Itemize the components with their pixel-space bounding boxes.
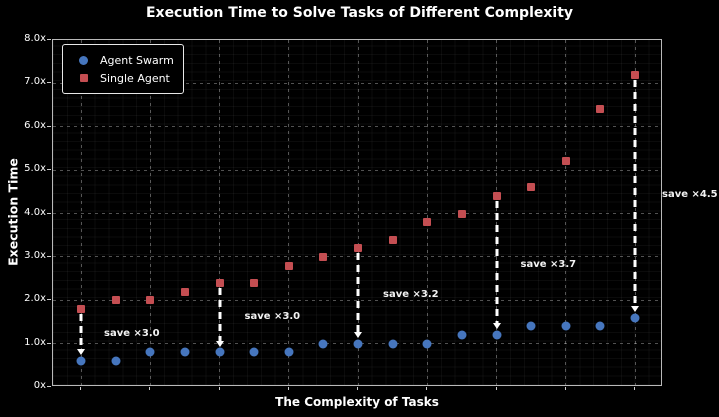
data-point-agent-swarm xyxy=(388,339,398,349)
y-tick-mark xyxy=(47,169,51,171)
data-point-agent-swarm xyxy=(526,321,536,331)
y-tick-label: 3.0x xyxy=(24,249,46,261)
data-point-single-agent xyxy=(457,209,466,218)
data-point-agent-swarm xyxy=(318,339,328,349)
x-tick-mark xyxy=(80,387,81,390)
x-tick-mark xyxy=(149,387,151,390)
legend-item-single-agent: Single Agent xyxy=(63,69,183,87)
legend-label: Single Agent xyxy=(100,71,170,85)
arrow-head-icon xyxy=(631,306,639,313)
arrow-head-icon xyxy=(354,332,362,339)
gridline-vertical xyxy=(149,40,151,385)
gridline-horizontal xyxy=(53,213,661,214)
gridline-vertical xyxy=(426,40,428,385)
y-tick-mark xyxy=(47,39,51,40)
gridline-horizontal xyxy=(53,169,661,171)
data-point-single-agent xyxy=(77,304,85,313)
gridline-horizontal xyxy=(53,82,661,84)
data-point-agent-swarm xyxy=(457,330,467,340)
agent-swarm-marker-icon xyxy=(79,55,88,65)
y-tick-label: 5.0x xyxy=(24,163,46,175)
savings-annotation: save ×3.0 xyxy=(244,310,301,322)
savings-annotation: save ×3.7 xyxy=(520,258,577,270)
chart-title: Execution Time to Solve Tasks of Differe… xyxy=(145,5,574,21)
data-point-single-agent xyxy=(492,192,501,201)
savings-arrow xyxy=(633,79,637,307)
data-point-single-agent xyxy=(596,105,605,114)
arrow-head-icon xyxy=(215,340,224,347)
arrow-head-icon xyxy=(492,323,501,330)
data-point-agent-swarm xyxy=(284,347,294,357)
y-tick-label: 7.0x xyxy=(24,76,46,88)
gridline-vertical xyxy=(80,40,82,385)
data-point-agent-swarm xyxy=(76,356,86,366)
data-point-single-agent xyxy=(284,261,293,270)
legend: Agent Swarm Single Agent xyxy=(62,44,184,94)
gridline-vertical xyxy=(565,40,567,385)
plot-area: Agent Swarm Single Agent xyxy=(52,39,662,386)
data-point-single-agent xyxy=(250,278,259,287)
savings-annotation: save ×4.5 xyxy=(662,189,718,201)
savings-annotation: save ×3.2 xyxy=(383,288,439,300)
data-point-agent-swarm xyxy=(561,321,571,331)
gridline-horizontal xyxy=(53,126,661,128)
data-point-single-agent xyxy=(180,287,189,296)
y-tick-label: 0x xyxy=(33,380,46,391)
x-tick-mark xyxy=(495,387,497,390)
data-point-single-agent xyxy=(146,296,155,305)
y-tick-label: 8.0x xyxy=(24,33,46,44)
data-point-single-agent xyxy=(561,157,570,166)
y-tick-mark xyxy=(47,386,51,387)
gridline-vertical xyxy=(219,40,220,385)
data-point-single-agent xyxy=(111,296,120,305)
x-axis-label: The Complexity of Tasks xyxy=(275,395,439,409)
single-agent-marker-icon xyxy=(79,74,88,82)
x-tick-mark xyxy=(287,387,289,390)
x-tick-mark xyxy=(426,387,428,390)
savings-arrow xyxy=(495,201,498,324)
data-point-single-agent xyxy=(527,183,536,192)
data-point-single-agent xyxy=(631,70,639,79)
y-tick-mark xyxy=(47,125,51,127)
data-point-agent-swarm xyxy=(353,339,363,349)
legend-label: Agent Swarm xyxy=(100,53,174,67)
x-tick-mark xyxy=(218,387,220,390)
x-tick-mark xyxy=(634,387,635,390)
data-point-single-agent xyxy=(354,244,362,253)
y-tick-label: 6.0x xyxy=(24,119,46,131)
savings-arrow xyxy=(218,287,221,341)
data-point-agent-swarm xyxy=(492,330,501,340)
y-tick-mark xyxy=(47,212,51,214)
savings-arrow xyxy=(79,313,83,350)
x-tick-mark xyxy=(357,387,358,390)
y-tick-mark xyxy=(47,299,51,301)
y-tick-label: 4.0x xyxy=(24,206,46,218)
data-point-agent-swarm xyxy=(111,356,121,366)
x-tick-mark xyxy=(564,387,566,390)
data-point-agent-swarm xyxy=(595,321,605,331)
gridline-vertical xyxy=(288,40,290,385)
y-tick-label: 1.0x xyxy=(24,336,46,348)
data-point-agent-swarm xyxy=(215,347,224,357)
data-point-agent-swarm xyxy=(145,347,155,357)
y-tick-label: 2.0x xyxy=(24,293,46,305)
data-point-single-agent xyxy=(423,218,432,227)
savings-annotation: save ×3.0 xyxy=(104,327,160,339)
data-point-single-agent xyxy=(215,278,224,287)
y-tick-mark xyxy=(47,342,51,344)
savings-arrow xyxy=(356,253,360,333)
y-tick-mark xyxy=(47,255,51,257)
gridline-vertical xyxy=(357,40,359,385)
data-point-agent-swarm xyxy=(180,347,190,357)
y-tick-mark xyxy=(47,82,51,84)
data-point-agent-swarm xyxy=(630,313,640,323)
data-point-agent-swarm xyxy=(422,339,432,349)
legend-item-agent-swarm: Agent Swarm xyxy=(63,51,183,69)
arrow-head-icon xyxy=(77,349,85,356)
data-point-single-agent xyxy=(319,252,328,261)
data-point-agent-swarm xyxy=(249,347,259,357)
data-point-single-agent xyxy=(388,235,397,244)
